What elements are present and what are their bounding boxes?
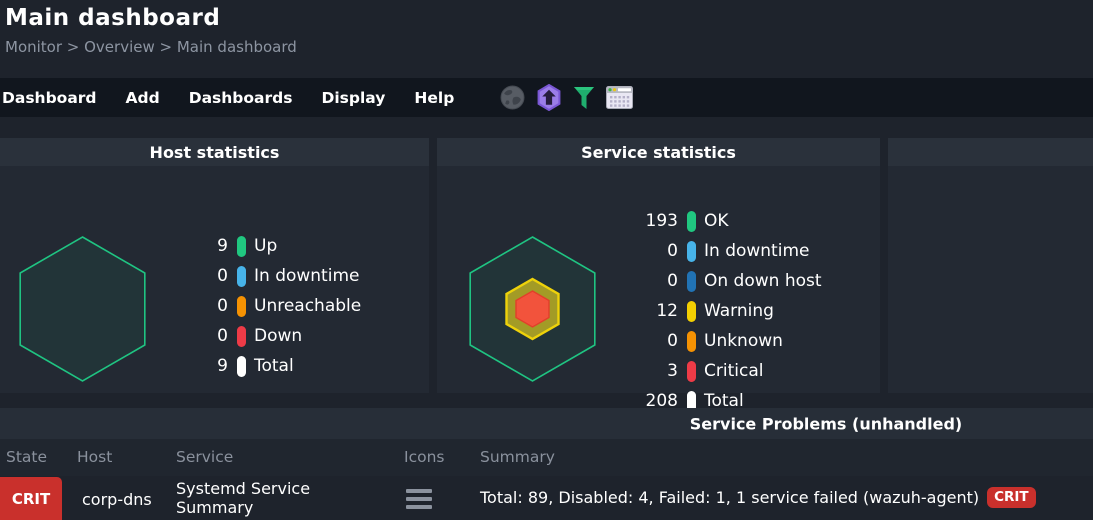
menu-item-add[interactable]: Add [125,88,160,107]
service-unknown-label: Unknown [704,331,783,351]
down-host-pill-icon [687,270,696,292]
host-legend-unreachable[interactable]: 0 Unreachable [140,291,361,321]
host-statistics-panel: Host statistics 9 Up 0 In downtime 0 Unr… [0,138,429,393]
host-downtime-count: 0 [217,266,228,286]
host-total-count: 9 [217,356,228,376]
main-menubar: Dashboard Add Dashboards Display Help [0,78,1093,117]
host-legend-in-downtime[interactable]: 0 In downtime [140,261,361,291]
service-legend-warning[interactable]: 12 Warning [588,296,822,326]
globe-icon[interactable] [500,85,525,110]
column-header-host[interactable]: Host [77,448,113,466]
service-legend-in-downtime[interactable]: 0 In downtime [588,236,822,266]
service-unknown-count: 0 [667,331,678,351]
down-pill-icon [237,325,246,347]
summary-crit-badge[interactable]: CRIT [987,487,1036,508]
hexagon-arrow-icon[interactable] [536,84,562,111]
menu-item-help[interactable]: Help [414,88,455,107]
column-header-summary[interactable]: Summary [480,448,555,466]
host-down-label: Down [254,326,303,346]
service-down-host-count: 0 [667,271,678,291]
ok-pill-icon [687,210,696,232]
table-row: CRIT corp-dns Systemd Service Summary To… [0,476,1093,520]
host-up-count: 9 [217,236,228,256]
unreachable-pill-icon [237,295,246,317]
host-total-label: Total [254,356,294,376]
column-header-icons: Icons [404,448,445,466]
total-pill-icon [237,355,246,377]
host-legend-total[interactable]: 9 Total [140,351,361,381]
service-statistics-panel: Service statistics 193 OK 0 In downtime … [437,138,880,412]
filter-icon[interactable] [573,86,595,110]
menu-item-dashboards[interactable]: Dashboards [188,88,293,107]
hamburger-icon [406,489,432,509]
service-legend-critical[interactable]: 3 Critical [588,356,822,386]
service-critical-label: Critical [704,361,764,381]
total-pill-icon [687,390,696,412]
service-problems-header-bar: Service Problems (unhandled) [0,408,1093,439]
service-actions-menu[interactable] [406,489,432,509]
service-downtime-count: 0 [667,241,678,261]
window-grid-icon[interactable] [606,86,634,109]
menu-icons [500,84,634,111]
service-legend-ok[interactable]: 193 OK [588,206,822,236]
service-critical-count: 3 [667,361,678,381]
service-down-host-label: On down host [704,271,822,291]
cropped-panel-header [888,138,1093,166]
host-statistics-body: 9 Up 0 In downtime 0 Unreachable 0 Down … [0,166,429,393]
host-downtime-label: In downtime [254,266,360,286]
host-hexagon-chart[interactable] [19,236,146,382]
downtime-pill-icon [237,265,246,287]
service-link[interactable]: Systemd Service Summary [176,479,311,517]
service-legend-on-down-host[interactable]: 0 On down host [588,266,822,296]
host-unreachable-count: 0 [217,296,228,316]
service-hexagon-chart[interactable] [469,236,596,382]
host-statistics-title[interactable]: Host statistics [0,138,429,166]
unknown-pill-icon [687,330,696,352]
host-up-label: Up [254,236,278,256]
host-link[interactable]: corp-dns [82,490,152,509]
downtime-pill-icon [687,240,696,262]
service-total-count: 208 [645,391,678,411]
service-ok-count: 193 [645,211,678,231]
breadcrumb[interactable]: Monitor > Overview > Main dashboard [5,38,297,56]
column-header-state[interactable]: State [6,448,48,466]
cropped-panel [888,138,1093,393]
summary-cell: Total: 89, Disabled: 4, Failed: 1, 1 ser… [480,487,1036,508]
service-legend-unknown[interactable]: 0 Unknown [588,326,822,356]
service-total-label: Total [704,391,744,411]
up-pill-icon [237,235,246,257]
warning-pill-icon [687,300,696,322]
critical-pill-icon [687,360,696,382]
host-unreachable-label: Unreachable [254,296,362,316]
service-warning-label: Warning [704,301,774,321]
state-badge[interactable]: CRIT [0,477,62,520]
cropped-panel-body [888,166,1093,393]
service-ok-label: OK [704,211,729,231]
service-statistics-title[interactable]: Service statistics [437,138,880,166]
host-legend-up[interactable]: 9 Up [140,231,361,261]
service-warning-count: 12 [656,301,678,321]
summary-text: Total: 89, Disabled: 4, Failed: 1, 1 ser… [480,488,980,507]
service-downtime-label: In downtime [704,241,810,261]
service-legend: 193 OK 0 In downtime 0 On down host 12 W… [588,206,822,416]
menu-item-dashboard[interactable]: Dashboard [2,88,97,107]
service-legend-total[interactable]: 208 Total [588,386,822,416]
menu-item-display[interactable]: Display [321,88,386,107]
host-down-count: 0 [217,326,228,346]
menu-items: Dashboard Add Dashboards Display Help [2,89,454,107]
host-legend-down[interactable]: 0 Down [140,321,361,351]
column-header-service[interactable]: Service [176,448,234,466]
host-legend: 9 Up 0 In downtime 0 Unreachable 0 Down … [140,231,361,381]
service-statistics-body: 193 OK 0 In downtime 0 On down host 12 W… [437,166,880,412]
page-title: Main dashboard [5,5,221,31]
service-problems-title[interactable]: Service Problems (unhandled) [689,414,963,433]
problems-table-header: State Host Service Icons Summary [0,439,1093,476]
